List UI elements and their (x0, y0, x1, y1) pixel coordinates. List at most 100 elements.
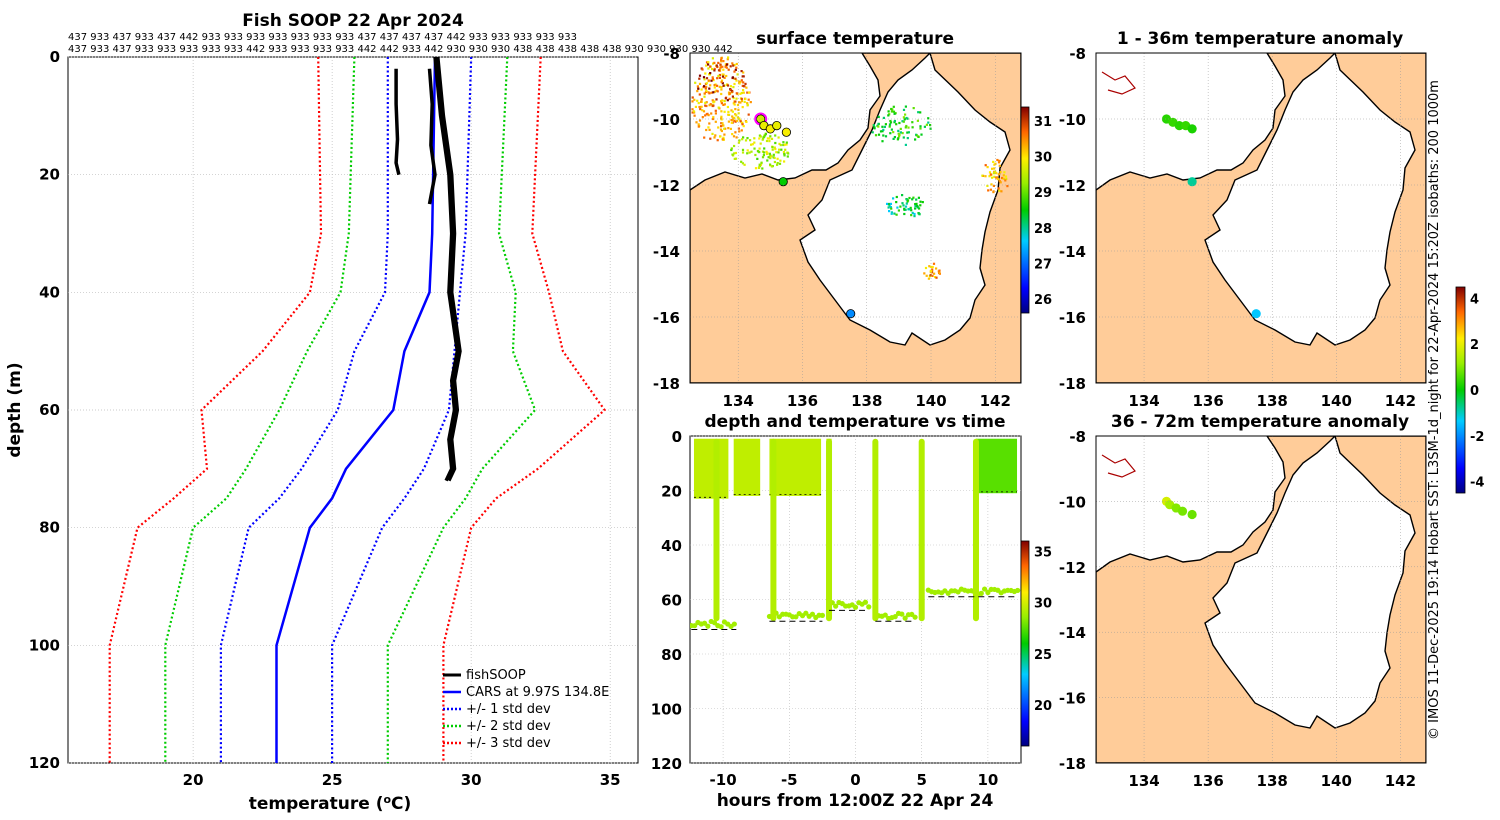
sst-pixel (767, 156, 770, 159)
sst-pixel (744, 82, 747, 85)
sst-pixel (901, 194, 904, 197)
sst-pixel (728, 92, 731, 95)
sst-pixel (734, 100, 737, 103)
bottom-point (862, 599, 869, 605)
sst-pixel (899, 127, 902, 130)
sst-pixel (739, 80, 742, 84)
sst-pixel (777, 136, 780, 139)
sst-pixel (746, 152, 749, 155)
sst-pixel (765, 139, 769, 143)
sst-pixel (903, 118, 906, 121)
sst-pixel (783, 143, 786, 146)
sst-pixel (693, 98, 696, 101)
sst-pixel (698, 77, 701, 80)
sst-pixel (981, 174, 984, 177)
sst-pixel (751, 143, 754, 146)
sst-pixel (720, 79, 724, 82)
sst-pixel (707, 63, 710, 66)
depth-time-ytick: 0 (672, 428, 682, 446)
sst-pixel (770, 155, 773, 158)
sst-pixel (915, 202, 918, 205)
sst-pixel (703, 92, 706, 95)
depth-time-colorbar-tick: 30 (1034, 597, 1052, 612)
sst-pixel (704, 114, 707, 117)
sst-pixel (919, 111, 922, 114)
sst-pixel (732, 117, 735, 120)
sst-pixel (780, 148, 783, 151)
sst-colorbar-tick: 28 (1034, 222, 1052, 237)
sst-pixel (700, 105, 703, 108)
sst-colorbar-tick: 26 (1034, 293, 1052, 308)
anomaly-1-36-point (1251, 309, 1261, 319)
bottom-point (892, 614, 898, 620)
sst-pixel (903, 212, 906, 216)
sst-pixel (737, 127, 740, 130)
map-ytick: -16 (1059, 690, 1086, 708)
sst-pixel (917, 111, 920, 114)
sst-colorbar-ticks: 31 30 29 28 27 26 (1034, 115, 1052, 308)
sst-pixel (745, 86, 748, 89)
sst-pixel (736, 119, 739, 122)
sst-pixel (697, 123, 700, 126)
sst-pixel (917, 135, 920, 138)
sst-pixel (908, 196, 911, 200)
sst-map-panel: surface temperature 134 136 138 140 142 -8 -1… (653, 29, 1052, 410)
sst-pixel (766, 152, 769, 155)
sst-pixel (731, 133, 734, 136)
sd1-plus-line (331, 57, 473, 763)
sst-pixel (702, 110, 706, 113)
sst-station-marker (778, 177, 788, 187)
sst-pixel (712, 101, 715, 104)
sst-pixel (996, 158, 999, 162)
sst-pixel (725, 63, 728, 66)
sst-pixel (734, 120, 737, 123)
sst-pixel (910, 214, 913, 217)
sst-pixel (906, 131, 909, 134)
sst-pixel (738, 80, 741, 83)
sst-pixel (742, 71, 745, 74)
sst-pixel (914, 138, 917, 141)
sst-map-pixels (691, 56, 1009, 280)
sst-pixel (999, 181, 1002, 184)
sst-pixel (732, 86, 735, 89)
sst-pixel (715, 89, 718, 92)
sst-pixel (929, 274, 932, 277)
sst-pixel (742, 91, 745, 94)
sst-pixel (720, 60, 723, 63)
descent-trace (770, 438, 777, 622)
sst-pixel (927, 121, 930, 124)
anomaly-1-36-points (1161, 114, 1261, 319)
sst-pixel (902, 204, 905, 207)
sst-pixel (991, 176, 994, 179)
sst-pixel (777, 151, 780, 154)
profile-yticks: 0 20 40 60 80 100 120 (29, 48, 60, 772)
sst-pixel (889, 132, 892, 135)
sst-pixel (931, 265, 934, 269)
sst-pixel (708, 104, 711, 107)
sst-pixel (746, 102, 749, 105)
sst-pixel (891, 108, 894, 111)
bottom-point (866, 604, 872, 610)
sst-pixel (738, 139, 741, 142)
sst-pixel (893, 112, 896, 115)
sst-pixel (707, 79, 710, 82)
map-ytick: -10 (653, 111, 680, 129)
sst-pixel (720, 57, 723, 60)
sst-pixel (729, 85, 732, 88)
sst-pixel (741, 84, 744, 87)
sst-pixel (930, 271, 934, 274)
sst-pixel (919, 125, 922, 128)
sst-pixel (904, 143, 907, 146)
sst-pixel (750, 143, 753, 146)
sst-pixel (738, 101, 741, 104)
fishsoop-trace (433, 57, 460, 482)
sst-pixel (705, 104, 708, 108)
sst-pixel (889, 206, 892, 209)
sst-pixel (901, 202, 904, 205)
sst-pixel (712, 62, 715, 65)
sst-pixel (768, 140, 771, 143)
sst-pixel (993, 175, 996, 178)
bottom-point (985, 589, 991, 596)
sst-pixel (887, 110, 890, 113)
sst-pixel (694, 81, 697, 84)
